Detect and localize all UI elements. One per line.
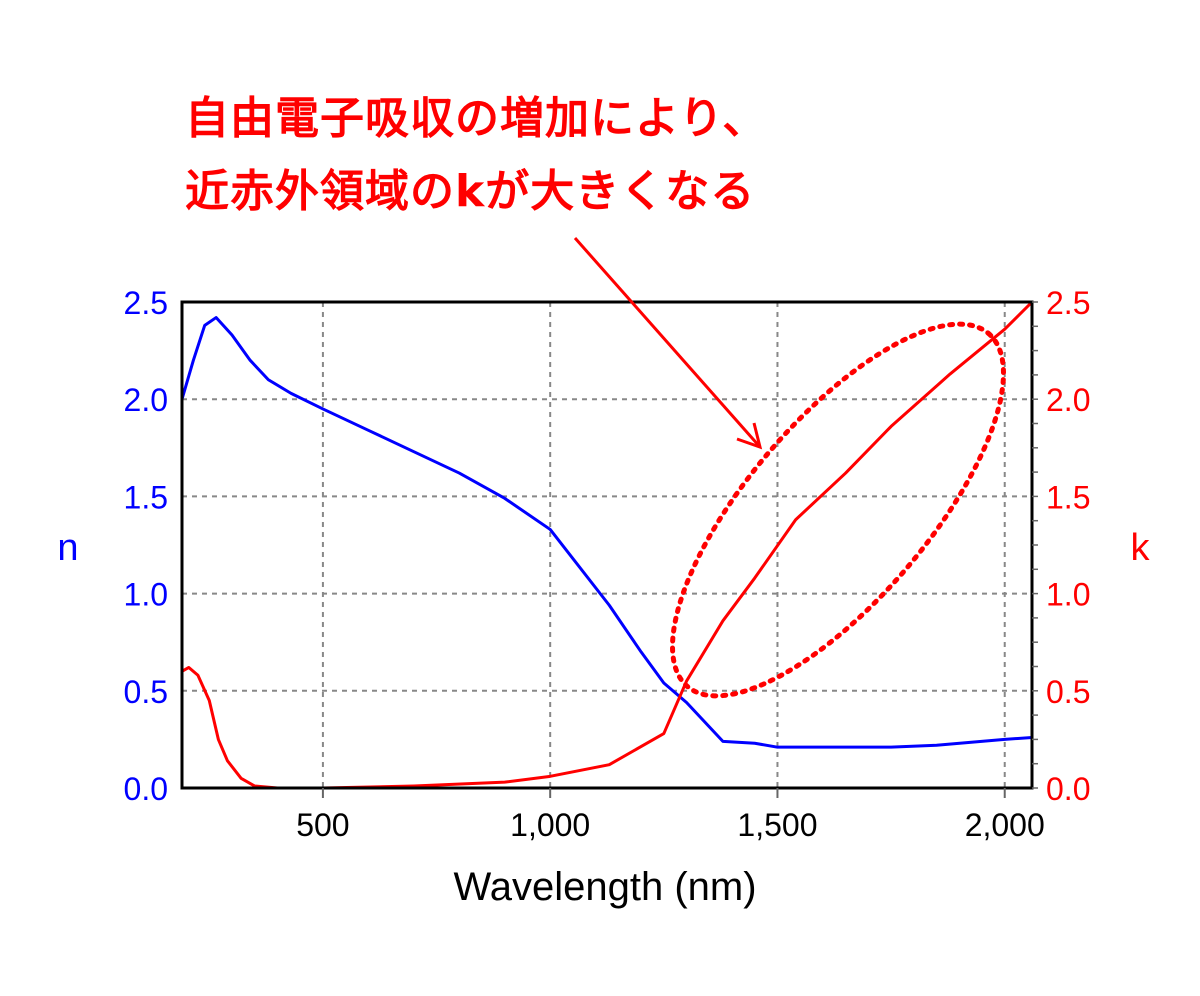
y-tick-label-left: 2.5 [124,285,168,321]
y-tick-label-right: 1.0 [1046,577,1090,613]
series-line-k [181,300,1034,790]
x-axis-label: Wavelength (nm) [453,865,756,909]
y-tick-label-left: 0.0 [124,771,168,807]
x-tick-label: 1,000 [510,807,590,843]
x-tick-label: 500 [296,807,349,843]
annotation-line-2: 近赤外領域のkが大きくなる [185,166,756,217]
annotation-line-1: 自由電子吸収の増加により、 [185,93,768,144]
y-tick-label-right: 2.0 [1046,382,1090,418]
y-tick-label-left: 0.5 [124,674,168,710]
y-tick-label-right: 1.5 [1046,479,1090,515]
y-axis-label-left: n [57,527,78,569]
y-axis-label-right: k [1131,527,1151,569]
y-tick-label-right: 0.5 [1046,674,1090,710]
plot-frame [180,300,1034,790]
y-tick-label-right: 0.0 [1046,771,1090,807]
annotation-arrow [573,237,763,450]
series-lines [180,300,1034,790]
y-tick-label-left: 2.0 [124,382,168,418]
y-tick-label-left: 1.0 [124,577,168,613]
x-tick-label: 1,500 [737,807,817,843]
x-tick-label: 2,000 [965,807,1045,843]
y-tick-label-right: 2.5 [1046,285,1090,321]
grid [182,302,1032,788]
series-line-n [180,316,1033,749]
ticks [321,301,1038,798]
highlight-ellipse [670,321,1006,699]
y-tick-label-left: 1.5 [124,479,168,515]
